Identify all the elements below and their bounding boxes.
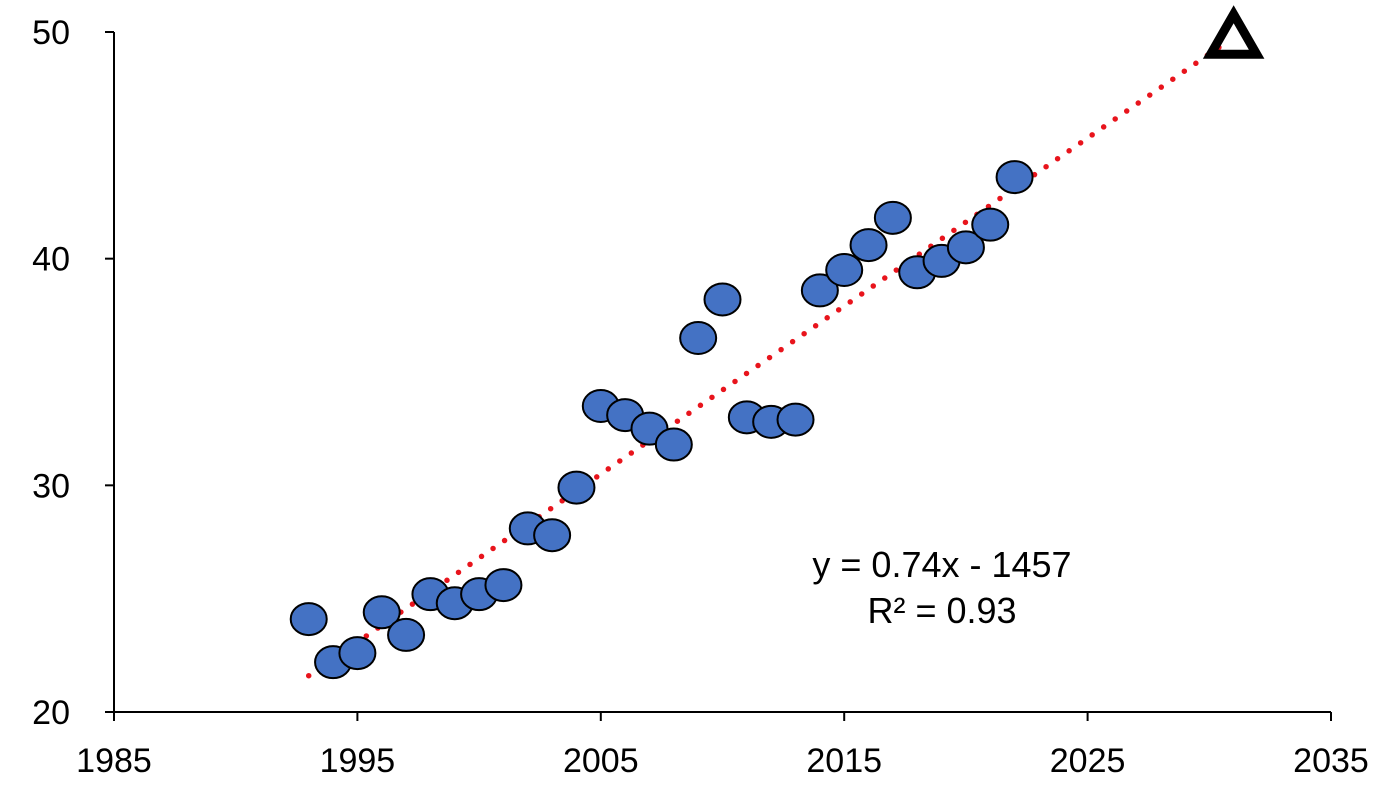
data-point [387,617,426,652]
x-tick-label: 1985 [76,742,152,780]
data-point [946,230,985,265]
data-point [533,518,572,553]
data-point [679,321,718,355]
y-tick-label: 40 [32,241,70,279]
data-point [484,568,523,603]
data-point [971,207,1010,242]
y-tick-label: 30 [32,467,70,505]
trendline [305,42,1225,679]
data-point [338,636,377,671]
data-point [654,427,693,462]
data-point [557,470,596,505]
trendline-equation: y = 0.74x - 1457 R² = 0.93 [812,544,1071,631]
data-point [776,402,815,437]
x-tick-label: 2035 [1293,742,1369,780]
data-point [362,595,401,630]
data-point [289,602,328,637]
projection-triangle-marker [1202,5,1265,59]
data-point [703,282,742,317]
trendline-dotted [305,42,1225,679]
x-tick-label: 2005 [563,742,639,780]
data-point [825,253,864,287]
y-tick-label: 50 [32,14,70,52]
ticks: 1985 1995 2005 2015 2025 2035 20 30 40 50 [32,14,1369,780]
x-tick-label: 1995 [320,742,396,780]
y-tick-label: 20 [32,694,70,732]
data-point [800,273,839,308]
axes [113,32,1331,713]
data-point [849,228,888,263]
x-tick-label: 2025 [1050,742,1126,780]
data-point [873,200,912,235]
r-squared-label: R² = 0.93 [867,590,1016,631]
x-tick-label: 2015 [806,742,882,780]
data-points [289,5,1265,680]
equation-label: y = 0.74x - 1457 [812,544,1071,585]
data-point [995,160,1034,195]
